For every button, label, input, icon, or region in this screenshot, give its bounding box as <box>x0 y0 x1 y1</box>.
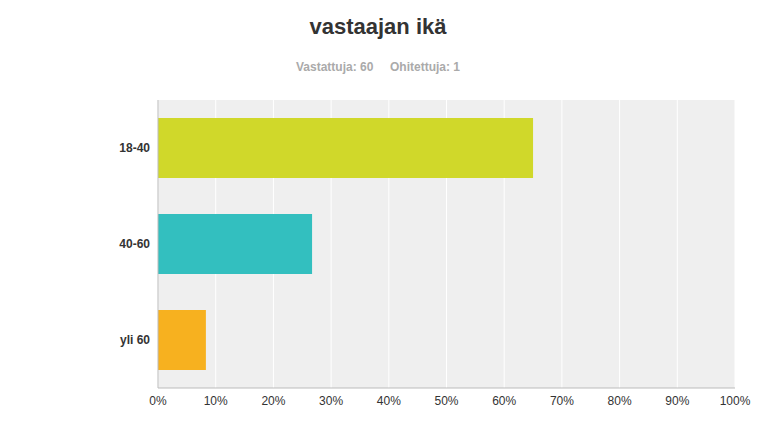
svg-text:yli 60: yli 60 <box>120 333 150 347</box>
html-text:Vastattuja: 60 Ohitettuja: 1: Vastattuja: 60 Ohitettuja: 1 <box>296 60 460 74</box>
svg-text:90%: 90% <box>665 394 689 408</box>
svg-text:18-40: 18-40 <box>119 141 150 155</box>
html-text:vastaajan ikä: vastaajan ikä <box>309 14 447 39</box>
svg-text:70%: 70% <box>550 394 574 408</box>
svg-text:20%: 20% <box>261 394 285 408</box>
svg-text:40-60: 40-60 <box>119 237 150 251</box>
svg-text:80%: 80% <box>608 394 632 408</box>
svg-text:10%: 10% <box>204 394 228 408</box>
svg-text:100%: 100% <box>720 394 751 408</box>
svg-text:60%: 60% <box>492 394 516 408</box>
svg-text:30%: 30% <box>319 394 343 408</box>
svg-text:0%: 0% <box>149 394 167 408</box>
svg-text:50%: 50% <box>434 394 458 408</box>
svg-text:40%: 40% <box>377 394 401 408</box>
